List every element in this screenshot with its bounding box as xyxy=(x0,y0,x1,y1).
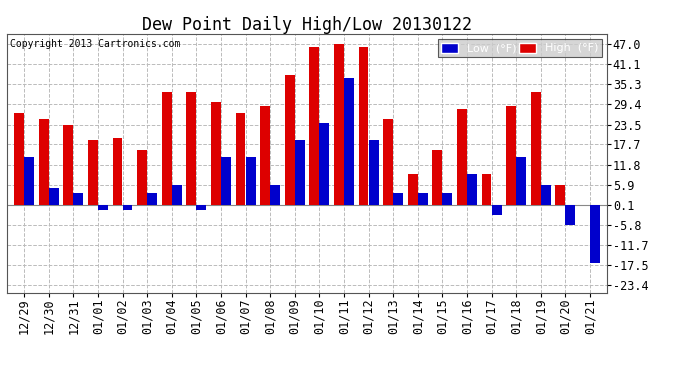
Bar xyxy=(492,205,502,215)
Bar xyxy=(235,112,246,205)
Bar xyxy=(442,193,453,205)
Bar xyxy=(334,44,344,205)
Bar xyxy=(368,140,379,205)
Bar xyxy=(14,112,24,205)
Bar xyxy=(73,193,83,205)
Title: Dew Point Daily High/Low 20130122: Dew Point Daily High/Low 20130122 xyxy=(142,16,472,34)
Bar xyxy=(359,48,368,205)
Bar xyxy=(211,102,221,205)
Bar xyxy=(516,157,526,205)
Bar xyxy=(433,150,442,205)
Bar xyxy=(344,78,354,205)
Bar xyxy=(319,123,329,205)
Bar xyxy=(566,205,575,225)
Bar xyxy=(186,92,196,205)
Bar xyxy=(270,185,280,205)
Bar xyxy=(295,140,305,205)
Bar xyxy=(482,174,491,205)
Bar xyxy=(112,138,122,205)
Bar xyxy=(555,185,565,205)
Bar xyxy=(408,174,417,205)
Bar xyxy=(531,92,541,205)
Bar xyxy=(393,193,403,205)
Bar xyxy=(506,106,516,205)
Bar xyxy=(197,205,206,210)
Bar xyxy=(98,205,108,210)
Legend: Low  (°F), High  (°F): Low (°F), High (°F) xyxy=(437,39,602,57)
Bar xyxy=(49,188,59,205)
Bar xyxy=(418,193,428,205)
Bar xyxy=(161,92,172,205)
Bar xyxy=(137,150,147,205)
Bar xyxy=(24,157,34,205)
Bar xyxy=(590,205,600,263)
Bar xyxy=(221,157,231,205)
Bar xyxy=(457,109,467,205)
Bar xyxy=(147,193,157,205)
Bar xyxy=(383,119,393,205)
Bar xyxy=(88,140,98,205)
Bar xyxy=(285,75,295,205)
Bar xyxy=(172,185,181,205)
Bar xyxy=(39,119,48,205)
Bar xyxy=(63,124,73,205)
Bar xyxy=(246,157,255,205)
Bar xyxy=(260,106,270,205)
Bar xyxy=(541,185,551,205)
Text: Copyright 2013 Cartronics.com: Copyright 2013 Cartronics.com xyxy=(10,39,180,49)
Bar xyxy=(123,205,132,210)
Bar xyxy=(467,174,477,205)
Bar xyxy=(309,48,319,205)
